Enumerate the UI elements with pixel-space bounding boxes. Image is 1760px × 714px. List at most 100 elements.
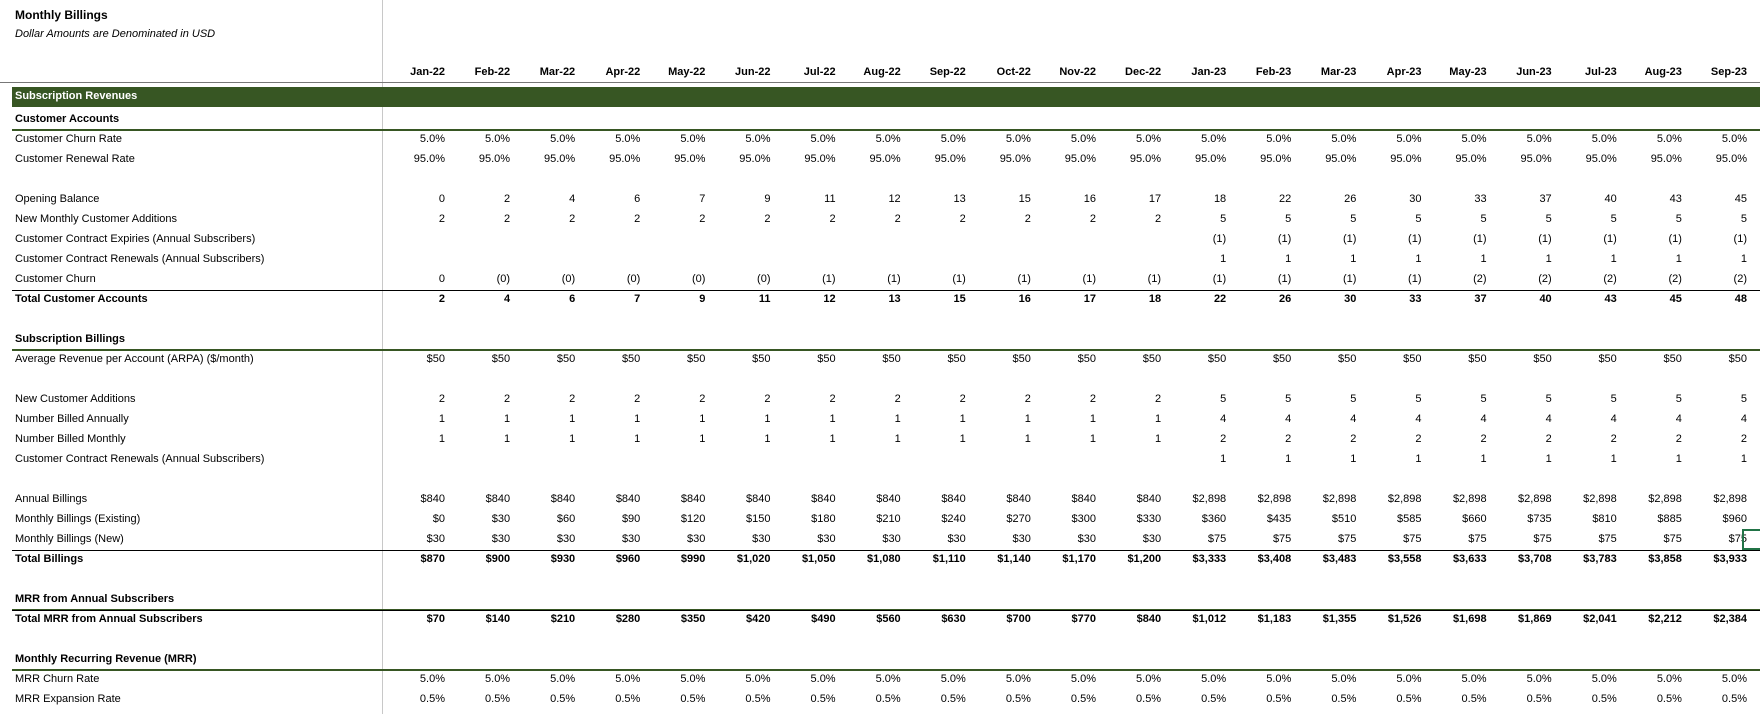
table-cell[interactable]: 0.5% (1656, 693, 1682, 705)
table-cell[interactable]: $75 (1272, 533, 1292, 545)
row-label[interactable]: Opening Balance (15, 193, 100, 205)
table-cell[interactable]: $3,783 (1583, 553, 1617, 565)
table-cell[interactable]: 26 (1279, 293, 1292, 305)
table-cell[interactable]: 95.0% (804, 153, 836, 165)
row-label[interactable]: Monthly Billings (Existing) (15, 513, 141, 525)
table-cell[interactable]: 17 (1083, 293, 1096, 305)
row-label[interactable]: Customer Contract Renewals (Annual Subsc… (15, 453, 265, 465)
table-cell[interactable]: 95.0% (1455, 153, 1487, 165)
table-cell[interactable]: 95.0% (1390, 153, 1422, 165)
table-cell[interactable]: (1) (1342, 273, 1357, 285)
table-cell[interactable]: 45 (1734, 193, 1747, 205)
table-cell[interactable]: $3,858 (1648, 553, 1682, 565)
table-cell[interactable]: 5.0% (1266, 673, 1292, 685)
table-cell[interactable]: $50 (817, 353, 836, 365)
table-cell[interactable]: 5.0% (1656, 673, 1682, 685)
table-cell[interactable]: $1,698 (1452, 613, 1487, 625)
table-cell[interactable]: 5.0% (1201, 133, 1227, 145)
table-cell[interactable]: $30 (426, 533, 445, 545)
table-cell[interactable]: $840 (746, 493, 771, 505)
table-cell[interactable]: $960 (1722, 513, 1747, 525)
table-cell[interactable]: 5 (1740, 213, 1747, 225)
table-cell[interactable]: 0.5% (680, 693, 706, 705)
table-cell[interactable]: $560 (876, 613, 901, 625)
table-cell[interactable]: 0.5% (1201, 693, 1227, 705)
row-label[interactable]: Customer Churn (15, 273, 96, 285)
table-cell[interactable]: 12 (823, 293, 836, 305)
table-cell[interactable]: $1,183 (1257, 613, 1292, 625)
table-cell[interactable]: 33 (1474, 193, 1487, 205)
table-cell[interactable]: $75 (1403, 533, 1422, 545)
table-cell[interactable]: $1,020 (736, 553, 771, 565)
table-cell[interactable]: $840 (1006, 493, 1031, 505)
table-cell[interactable]: $2,041 (1583, 613, 1617, 625)
table-cell[interactable]: 5.0% (485, 673, 511, 685)
month-header-cell[interactable]: Apr-23 (1386, 66, 1422, 78)
month-header-cell[interactable]: Aug-22 (863, 66, 901, 78)
table-cell[interactable]: 2 (1089, 393, 1096, 405)
row-label[interactable]: Subscription Billings (15, 333, 126, 345)
table-cell[interactable]: (1) (952, 273, 966, 285)
table-cell[interactable]: 0.5% (1396, 693, 1422, 705)
table-cell[interactable]: $30 (1077, 533, 1096, 545)
table-cell[interactable]: 95.0% (934, 153, 966, 165)
table-cell[interactable]: $2,898 (1322, 493, 1357, 505)
month-header-cell[interactable]: Feb-23 (1255, 66, 1292, 78)
table-cell[interactable]: $1,080 (867, 553, 901, 565)
row-label[interactable]: Monthly Recurring Revenue (MRR) (15, 653, 197, 665)
table-cell[interactable]: (1) (1082, 273, 1096, 285)
table-cell[interactable]: 43 (1669, 193, 1682, 205)
table-cell[interactable]: 4 (569, 193, 576, 205)
table-cell[interactable]: $350 (680, 613, 706, 625)
table-cell[interactable]: 2 (894, 393, 901, 405)
table-cell[interactable]: 2 (1675, 433, 1682, 445)
table-cell[interactable]: 2 (1480, 433, 1487, 445)
row-label[interactable]: Number Billed Annually (15, 413, 129, 425)
table-cell[interactable]: 5.0% (1005, 673, 1031, 685)
table-cell[interactable]: $50 (882, 353, 901, 365)
table-cell[interactable]: 5.0% (745, 133, 771, 145)
table-cell[interactable]: $75 (1663, 533, 1682, 545)
table-cell[interactable]: 2 (634, 213, 641, 225)
table-cell[interactable]: 95.0% (1260, 153, 1292, 165)
table-cell[interactable]: $50 (1663, 353, 1682, 365)
table-cell[interactable]: 2 (1220, 433, 1227, 445)
table-cell[interactable]: 2 (503, 393, 511, 405)
row-label[interactable]: Customer Contract Renewals (Annual Subsc… (15, 253, 265, 265)
table-cell[interactable]: 1 (829, 413, 836, 425)
table-cell[interactable]: 95.0% (1520, 153, 1552, 165)
table-cell[interactable]: $1,869 (1518, 613, 1552, 625)
table-cell[interactable]: 5 (1350, 393, 1357, 405)
row-label[interactable]: MRR from Annual Subscribers (15, 593, 175, 605)
table-cell[interactable]: 1 (1610, 453, 1617, 465)
table-cell[interactable]: 5.0% (550, 133, 576, 145)
table-cell[interactable]: $420 (746, 613, 771, 625)
table-cell[interactable]: $30 (882, 533, 901, 545)
month-header-cell[interactable]: Jun-23 (1516, 66, 1552, 78)
table-cell[interactable]: $50 (426, 353, 445, 365)
table-cell[interactable]: 1 (1220, 253, 1227, 265)
table-cell[interactable]: 2 (959, 393, 966, 405)
table-cell[interactable]: 95.0% (1650, 153, 1682, 165)
table-cell[interactable]: 5.0% (615, 673, 641, 685)
table-cell[interactable]: 95.0% (1129, 153, 1162, 165)
table-cell[interactable]: $1,200 (1127, 553, 1162, 565)
table-cell[interactable]: 30 (1409, 193, 1422, 205)
table-cell[interactable]: 1 (1480, 453, 1487, 465)
table-cell[interactable]: 2 (699, 393, 706, 405)
table-cell[interactable]: 4 (1545, 413, 1552, 425)
table-cell[interactable]: 5.0% (1136, 673, 1162, 685)
table-cell[interactable]: $435 (1266, 513, 1292, 525)
table-cell[interactable]: $870 (420, 553, 445, 565)
table-cell[interactable]: $30 (817, 533, 836, 545)
table-cell[interactable]: (1) (1538, 233, 1552, 245)
table-cell[interactable]: 95.0% (1325, 153, 1357, 165)
table-cell[interactable]: 15 (1018, 193, 1031, 205)
table-cell[interactable]: 5.0% (615, 133, 641, 145)
table-cell[interactable]: $1,050 (801, 553, 836, 565)
table-cell[interactable]: $280 (615, 613, 641, 625)
table-cell[interactable]: 4 (1285, 413, 1292, 425)
table-cell[interactable]: 1 (1675, 253, 1682, 265)
month-header-cell[interactable]: Mar-22 (539, 66, 576, 78)
